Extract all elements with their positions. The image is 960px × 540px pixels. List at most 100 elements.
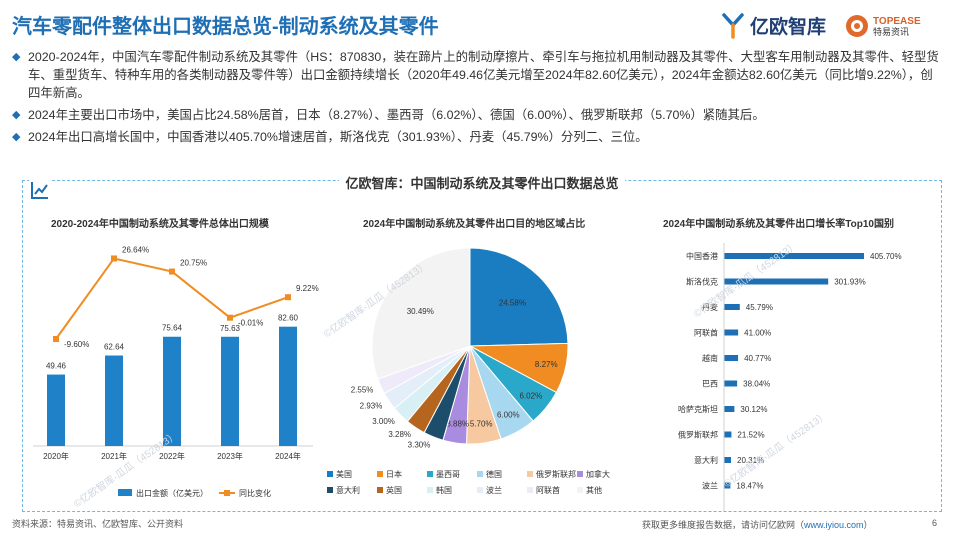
line-value-label: 26.64% [122,245,149,254]
hbar [724,253,864,259]
hbar-value-label: 45.79% [746,303,773,312]
category-label: 意大利 [694,455,718,465]
topease-logo-icon [846,15,868,37]
category-label: 阿联酋 [694,328,718,338]
legend-swatch [377,487,383,493]
legend-swatch [327,471,333,477]
hbar-value-label: 21.52% [737,431,764,440]
x-tick-label: 2022年 [159,451,185,461]
legend-label: 德国 [486,469,502,479]
legend-label: 日本 [386,469,402,479]
hbar-value-label: 30.12% [740,405,767,414]
bullet-item: ◆ 2024年出口高增长国中，中国香港以405.70%增速居首，斯洛伐克（301… [12,128,942,146]
category-label: 越南 [702,353,718,363]
legend-label: 同比变化 [239,488,271,498]
hbar [724,406,735,412]
hbar [724,431,732,438]
category-label: 巴西 [702,380,718,389]
hbar-value-label: 20.31% [737,456,764,465]
legend-label: 出口金额（亿美元） [136,488,208,498]
topease-brand: TOPEASE [873,15,921,27]
line-value-label: -9.60% [64,340,89,349]
legend-swatch [477,471,483,477]
legend-swatch [477,487,483,493]
hbar [724,482,731,489]
legend-label: 意大利 [336,485,360,495]
category-label: 波兰 [702,481,718,491]
legend-label: 其他 [586,485,602,495]
pie-value-label: 2.93% [360,402,383,411]
x-tick-label: 2020年 [43,451,69,461]
chart-panel: 亿欧智库：中国制动系统及其零件出口数据总览 2020-2024年中国制动系统及其… [22,176,942,512]
topease-sub: 特易资讯 [873,26,910,37]
pie-chart-title: 2024年中国制动系统及其零件出口目的地区域占比 [363,219,586,230]
page-number: 6 [932,518,938,528]
hbar-value-label: 38.04% [743,380,770,389]
legend-swatch-point [224,490,230,496]
line-value-label: 20.75% [180,259,207,268]
legend-label: 韩国 [436,485,452,495]
bullet-text: 2020-2024年，中国汽车零配件制动系统及其零件（HS：870830，装在蹄… [28,50,939,100]
pie-value-label: 5.70% [470,420,493,429]
line-point [285,294,291,301]
hbar-value-label: 301.93% [834,278,866,287]
bar-value-label: 62.64 [104,343,125,352]
category-label: 斯洛伐克 [686,277,718,287]
line-point [227,314,233,321]
diamond-icon: ◆ [12,131,21,143]
summary-bullets: ◆ 2020-2024年，中国汽车零配件制动系统及其零件（HS：870830，装… [12,48,942,150]
pie-value-label: 6.02% [520,391,543,400]
hbar [724,304,740,310]
line-point [169,268,175,275]
bar-value-label: 75.64 [162,324,183,333]
legend-swatch [577,487,583,493]
bar-chart-title: 2020-2024年中国制动系统及其零件总体出口规模 [51,219,269,230]
pie-value-label: 6.00% [497,410,520,419]
category-label: 哈萨克斯坦 [678,404,718,414]
bar [279,326,297,446]
bar [221,336,239,446]
pie-value-label: 3.28% [388,430,411,439]
pie-chart: 24.58% 8.27% 6.02% 6.00% 5.70%3.88% 3.30%3.28… [327,247,610,495]
bar-value-label: 75.63 [220,324,241,333]
chart-icon [29,179,51,201]
category-label: 中国香港 [686,251,718,261]
yiou-logo: 亿欧智库 [722,12,826,39]
pie-slice [469,247,569,347]
x-tick-label: 2024年 [275,451,301,461]
website-link[interactable]: www.iyiou.com [804,520,864,530]
hbar-value-label: 18.47% [736,482,763,491]
x-tick-label: 2021年 [101,451,127,461]
pie-value-label: 2.55% [351,386,374,395]
diamond-icon: ◆ [12,51,21,63]
legend-label: 俄罗斯联邦 [536,469,576,479]
hbar [724,278,829,285]
bullet-item: ◆ 2024年主要出口市场中，美国占比24.58%居首，日本（8.27%）、墨西… [12,106,942,124]
pie-slice [371,247,471,380]
more-data-note: 获取更多维度报告数据，请访问亿欧网（www.iyiou.com） [642,520,873,530]
legend-swatch-bar [118,489,132,496]
page-title: 汽车零配件整体出口数据总览-制动系统及其零件 [12,16,439,38]
legend-swatch [527,471,533,477]
pie-value-label: 3.30% [408,440,431,449]
line-value-label: -0.01% [238,319,263,328]
panel-title: 亿欧智库：中国制动系统及其零件出口数据总览 [23,173,941,192]
bar-value-label: 82.60 [278,314,299,323]
legend-label: 墨西哥 [436,470,460,479]
legend-swatch [427,487,433,493]
pie-value-label: 24.58% [499,298,526,307]
hbar-value-label: 41.00% [744,329,771,338]
category-label: 俄罗斯联邦 [678,430,718,440]
combo-bar-line-chart: 49.46 2020年 62.64 2021年 75.64 2022年 75.63 2023年… [33,245,319,498]
hbar [724,329,739,336]
legend-swatch [377,471,383,477]
legend-swatch [527,487,533,493]
legend-label: 英国 [386,485,402,495]
line-value-label: 9.22% [296,284,319,293]
legend-swatch [577,471,583,477]
pie-value-label: 3.88% [446,419,469,428]
pie-value-label: 3.00% [372,417,395,426]
bullet-text: 2024年主要出口市场中，美国占比24.58%居首，日本（8.27%）、墨西哥（… [28,108,765,122]
bullet-text: 2024年出口高增长国中，中国香港以405.70%增速居首，斯洛伐克（301.9… [28,130,648,144]
hbar-value-label: 405.70% [870,252,902,261]
